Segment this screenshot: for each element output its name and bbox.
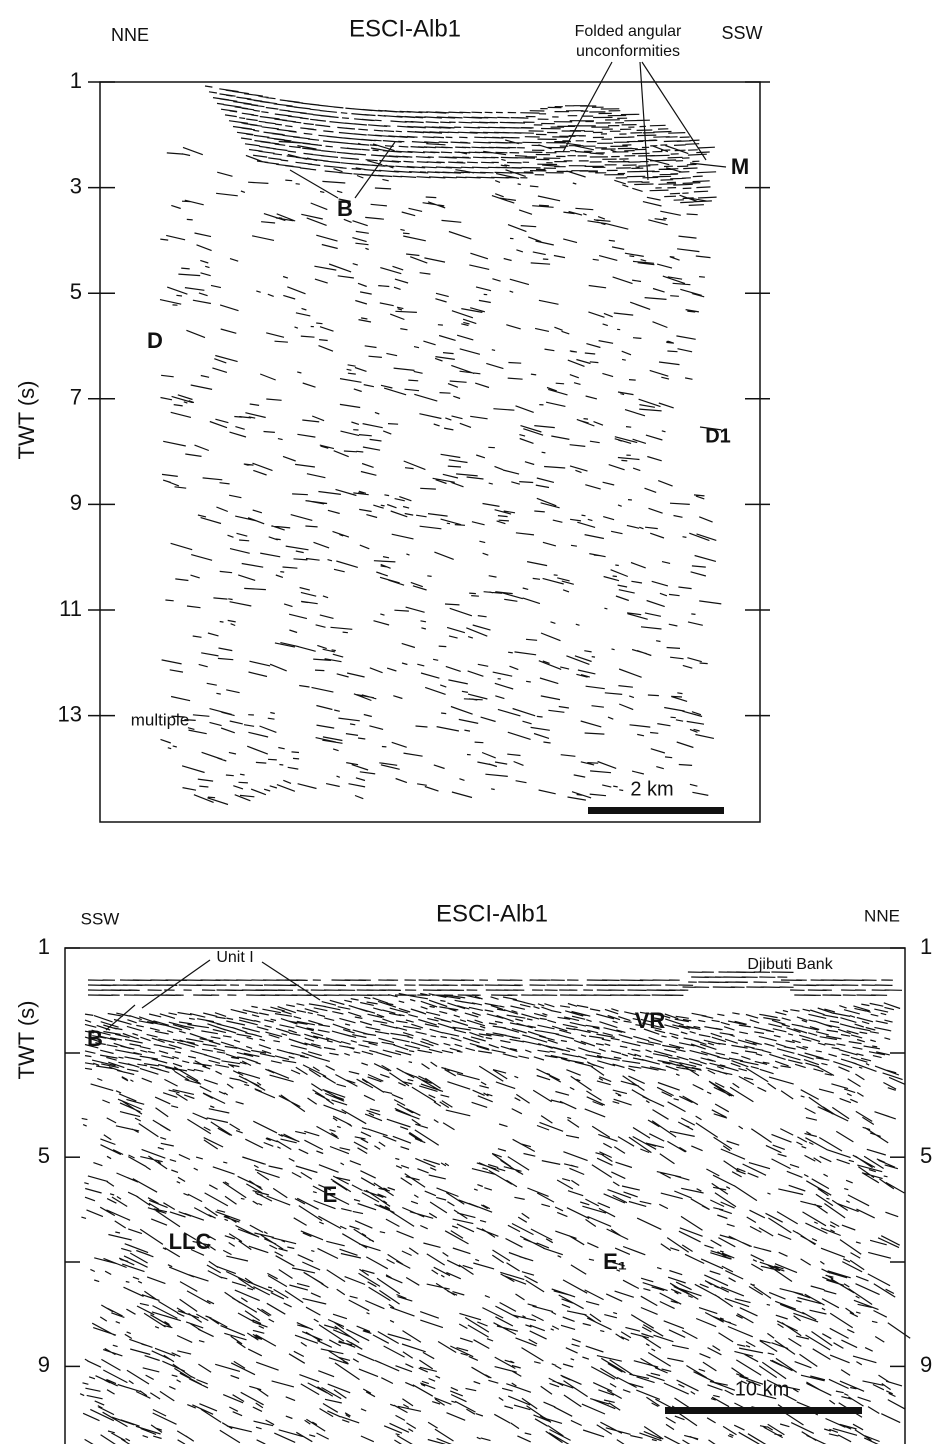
y-tick-label: 5 (38, 1143, 50, 1168)
annotation: D (147, 328, 163, 353)
annotation: VR (635, 1008, 666, 1033)
y-tick-label: 11 (59, 596, 82, 621)
annotation: B (337, 196, 353, 221)
y-tick-label: 3 (70, 173, 82, 198)
annotation: LLC (169, 1229, 212, 1254)
annotation: E₁ (603, 1249, 627, 1274)
annotation: B (87, 1026, 103, 1051)
y-tick-label: 1 (920, 934, 932, 959)
panel-title: ESCI-Alb1 (349, 15, 461, 42)
y-tick-label: 9 (70, 490, 82, 515)
left-direction: NNE (111, 25, 149, 45)
annotation-arrow (105, 1004, 136, 1031)
y-axis-label: TWT (s) (14, 380, 39, 459)
panel-frame (99, 81, 761, 823)
scale-bar (665, 1407, 862, 1414)
annotation: Djibuti Bank (747, 956, 833, 973)
reflection-traces (79, 85, 911, 1444)
callout-line: unconformities (576, 43, 680, 60)
right-direction: NNE (864, 906, 900, 925)
annotation: D1 (705, 425, 731, 447)
annotation-arrow (141, 959, 321, 1009)
y-axis-label: TWT (s) (14, 1000, 39, 1079)
y-tick-label: 1 (70, 68, 82, 93)
annotation: multiple (131, 710, 190, 729)
annotation: E (323, 1182, 338, 1207)
left-direction: SSW (81, 909, 120, 928)
panel-frame (64, 947, 906, 1444)
callout-line: Folded angular (575, 23, 682, 40)
y-tick-label: 9 (920, 1352, 932, 1377)
y-tick-label: 1 (38, 934, 50, 959)
y-tick-label: 5 (70, 279, 82, 304)
annotation-arrow (289, 141, 396, 199)
y-tick-label: 9 (38, 1352, 50, 1377)
scale-bar (588, 807, 724, 814)
seismic-reflections (79, 85, 911, 1444)
annotation-arrow (689, 162, 727, 168)
y-tick-label: 5 (920, 1143, 932, 1168)
annotation: Unit I (216, 949, 253, 966)
callout-arrow (562, 61, 707, 181)
y-tick-label: 7 (70, 385, 82, 410)
annotation: M (731, 154, 749, 179)
panel-title: ESCI-Alb1 (436, 900, 548, 927)
scale-label: 2 km (630, 778, 673, 800)
scale-label: 10 km (735, 1378, 789, 1400)
y-tick-label: 13 (58, 701, 82, 726)
right-direction: SSW (721, 23, 762, 43)
